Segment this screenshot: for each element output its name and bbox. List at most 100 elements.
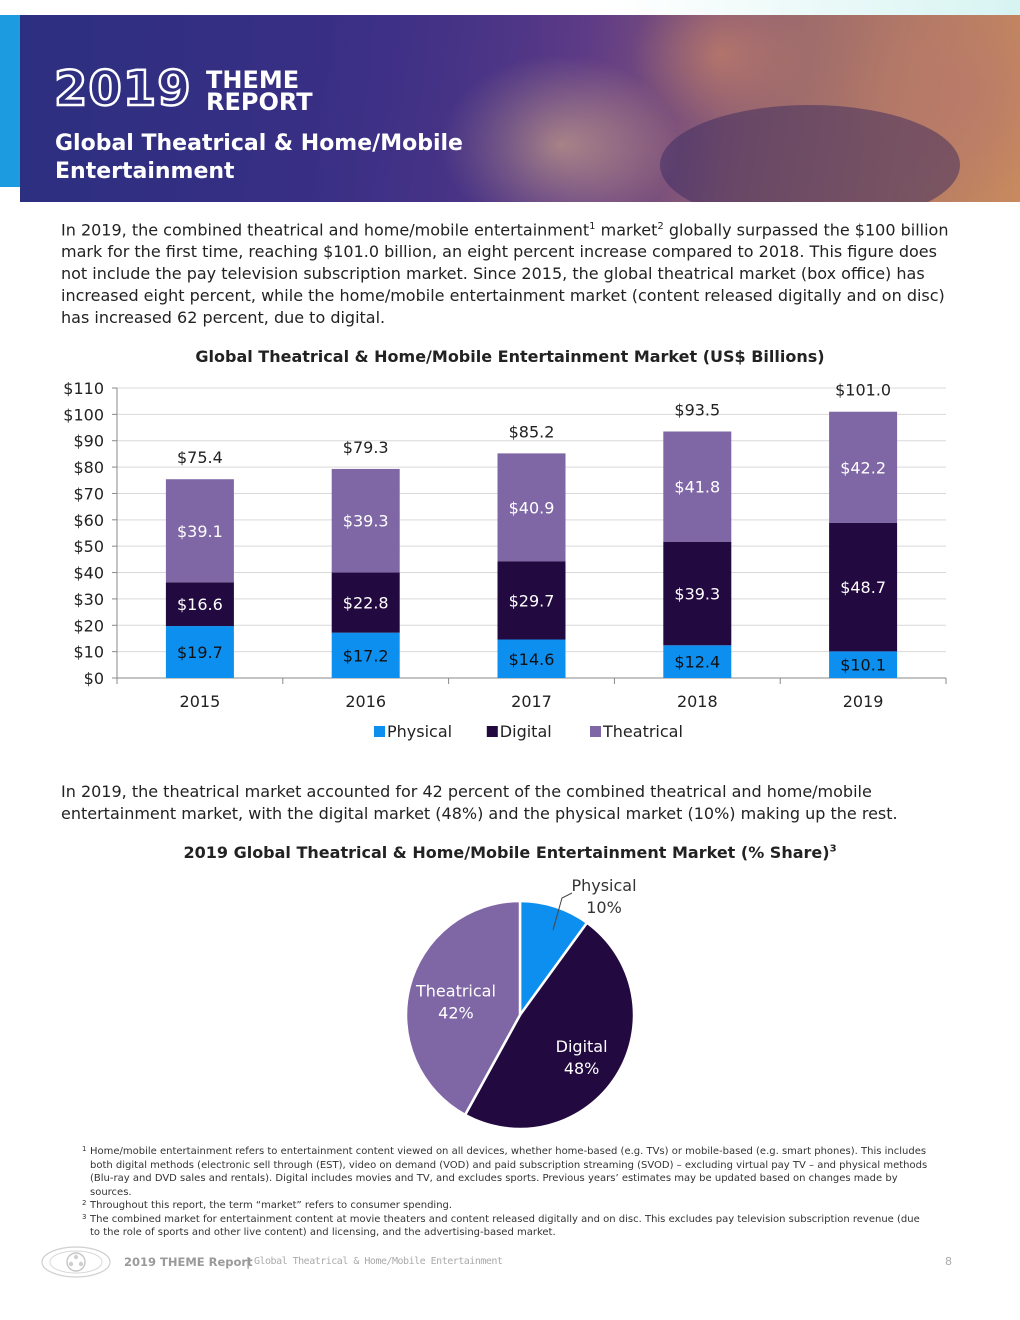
intro-text-1: In 2019, the combined theatrical and hom…	[61, 220, 590, 240]
y-tick-label: $110	[63, 379, 104, 398]
bar-digital	[497, 561, 566, 640]
footnote-ref-2: 2	[657, 221, 664, 232]
bar-theatrical	[663, 431, 732, 542]
data-label-theatrical: $40.9	[509, 498, 555, 517]
data-label-digital: $48.7	[840, 578, 886, 597]
pie-chart: Physical 10% Digital 48% Theatrical 42%	[404, 876, 637, 1131]
bar-digital	[829, 522, 898, 652]
y-tick-label: $70	[73, 484, 104, 503]
page-number: 8	[945, 1255, 952, 1268]
header-photo	[20, 15, 1020, 202]
bar-theatrical	[165, 479, 234, 583]
pie-label-digital-name: Digital	[556, 1037, 608, 1056]
pie-title-text: 2019 Global Theatrical & Home/Mobile Ent…	[183, 843, 830, 862]
legend-label: Digital	[500, 722, 552, 741]
footer-report-name: 2019 THEME Report	[124, 1255, 253, 1269]
pie-title-footnote: 3	[829, 843, 837, 855]
bar-digital	[165, 582, 234, 627]
pie-slice-digital	[463, 921, 636, 1131]
x-tick-label: 2019	[843, 692, 884, 711]
footnote-number: 1	[82, 1145, 87, 1153]
total-label: $93.5	[674, 401, 720, 420]
header-banner: 2019 THEME REPORT Global Theatrical & Ho…	[20, 15, 1020, 202]
pie-slice-physical	[518, 899, 589, 1019]
brand-year: 2019	[53, 60, 192, 119]
footer-separator: |	[246, 1255, 251, 1269]
data-label-physical: $19.7	[177, 643, 223, 662]
data-label-physical: $14.6	[509, 650, 555, 669]
y-tick-label: $20	[73, 616, 104, 635]
page-footer: 2019 THEME Report | Global Theatrical & …	[40, 1244, 970, 1280]
data-label-theatrical: $39.3	[343, 512, 389, 531]
bar-physical	[165, 626, 234, 678]
y-tick-label: $60	[73, 511, 104, 530]
bar-chart: $0 $10 $20 $30 $40 $50 $60 $70 $80 $90 $100 $110 $19…	[63, 379, 947, 741]
footnote-text: The combined market for entertainment co…	[90, 1213, 920, 1239]
film-reel-logo-icon	[41, 1246, 111, 1278]
intro-text-3: globally surpassed the $100 billion mark…	[61, 220, 949, 328]
legend-swatch	[374, 726, 385, 737]
bar-theatrical	[497, 453, 566, 562]
x-tick-label: 2016	[345, 692, 386, 711]
share-paragraph: In 2019, the theatrical market accounted…	[61, 782, 898, 823]
data-label-physical: $17.2	[343, 646, 389, 665]
pie-chart-title: 2019 Global Theatrical & Home/Mobile Ent…	[0, 843, 1020, 862]
data-label-theatrical: $39.1	[177, 522, 223, 541]
legend-swatch	[486, 726, 498, 737]
total-label: $85.2	[509, 422, 555, 441]
y-tick-label: $80	[73, 458, 104, 477]
pie-label-physical-name: Physical	[571, 876, 636, 895]
footnote-number: 2	[82, 1199, 87, 1207]
footnote-number: 3	[82, 1212, 87, 1221]
footnote-text: Throughout this report, the term “market…	[90, 1200, 453, 1211]
footnotes: 1 Home/mobile entertainment refers to ent…	[82, 1145, 932, 1240]
y-tick-label: $50	[73, 537, 104, 556]
data-label-physical: $12.4	[674, 653, 720, 672]
y-tick-label: $90	[73, 432, 104, 451]
page-title: Global Theatrical & Home/Mobile Entertai…	[55, 131, 463, 184]
pie-leader-line	[552, 892, 573, 931]
bar-theatrical	[331, 468, 400, 573]
pie-label-digital-value: 48%	[564, 1059, 600, 1078]
y-tick-label: $0	[84, 669, 104, 688]
footnote-2: 2 Throughout this report, the term “marke…	[82, 1199, 932, 1213]
bar-theatrical	[829, 411, 898, 523]
intro-paragraph: In 2019, the combined theatrical and hom…	[61, 216, 966, 329]
footnote-3: 3 The combined market for entertainment c…	[82, 1213, 932, 1240]
total-label: $75.4	[177, 448, 223, 467]
legend-label: Theatrical	[602, 722, 683, 741]
footer-section-name: Global Theatrical & Home/Mobile Entertai…	[254, 1256, 503, 1267]
data-label-physical: $10.1	[840, 656, 886, 675]
bar-physical	[663, 645, 732, 678]
pie-label-theatrical-value: 42%	[438, 1004, 474, 1023]
legend-swatch	[590, 726, 601, 737]
data-label-digital: $16.6	[177, 595, 223, 614]
pie-label-physical-value: 10%	[586, 898, 622, 917]
x-tick-label: 2017	[511, 692, 552, 711]
y-tick-label: $40	[73, 564, 104, 583]
x-tick-label: 2018	[677, 692, 718, 711]
bar-digital	[663, 541, 732, 646]
brand-wordmark: THEME REPORT	[206, 66, 313, 116]
x-tick-label: 2015	[180, 692, 221, 711]
footnote-1: 1 Home/mobile entertainment refers to ent…	[82, 1145, 932, 1199]
y-tick-label: $100	[63, 405, 104, 424]
data-label-digital: $29.7	[509, 591, 555, 610]
y-tick-label: $10	[73, 643, 104, 662]
left-accent-bar	[0, 15, 20, 187]
legend-label: Physical	[387, 722, 452, 741]
data-label-theatrical: $41.8	[674, 478, 720, 497]
bar-physical	[331, 632, 400, 678]
brand-line-theme: THEME	[206, 66, 300, 94]
brand-line-report: REPORT	[206, 88, 313, 116]
total-label: $101.0	[835, 381, 891, 400]
data-label-digital: $39.3	[674, 585, 720, 604]
pie-slice-theatrical	[404, 899, 522, 1117]
total-label: $79.3	[343, 438, 389, 457]
intro-text-2: market	[595, 220, 658, 240]
y-tick-label: $30	[73, 590, 104, 609]
data-label-digital: $22.8	[343, 594, 389, 613]
footnote-text: Home/mobile entertainment refers to ente…	[90, 1146, 928, 1198]
data-label-theatrical: $42.2	[840, 458, 886, 477]
top-accent-bar	[0, 0, 1020, 15]
